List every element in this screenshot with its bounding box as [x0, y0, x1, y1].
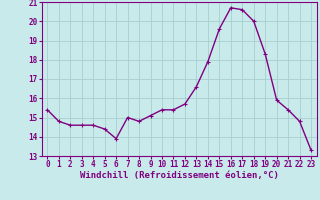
- X-axis label: Windchill (Refroidissement éolien,°C): Windchill (Refroidissement éolien,°C): [80, 171, 279, 180]
